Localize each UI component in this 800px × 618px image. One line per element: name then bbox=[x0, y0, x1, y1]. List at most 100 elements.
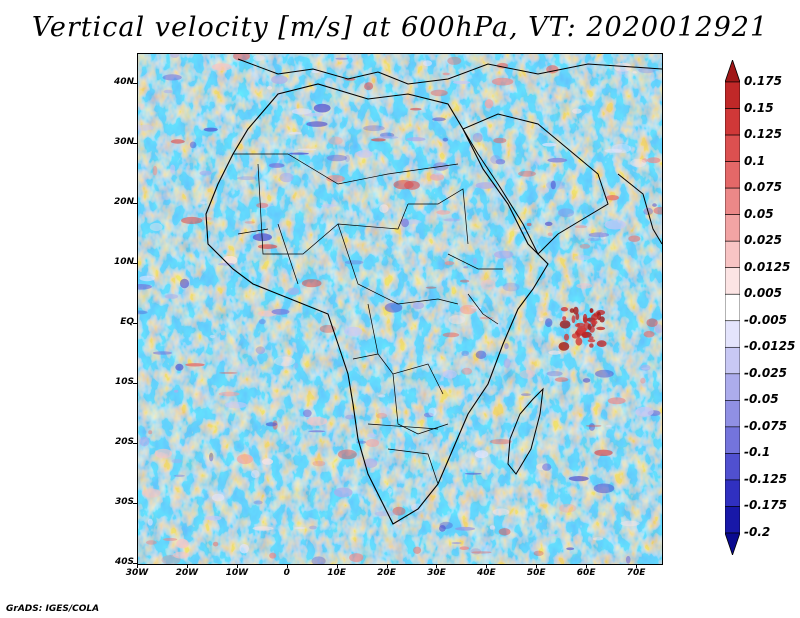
colorbar-max-arrow bbox=[724, 58, 741, 83]
updraft-patch bbox=[538, 317, 544, 322]
lat-label: 30S bbox=[114, 497, 134, 507]
downdraft-patch bbox=[489, 525, 495, 530]
lat-tick bbox=[133, 383, 137, 384]
downdraft-patch bbox=[253, 500, 263, 505]
colorbar-swatch bbox=[724, 479, 741, 507]
colorbar-swatch bbox=[724, 373, 741, 401]
lon-label: 50E bbox=[526, 568, 546, 578]
downdraft-patch bbox=[635, 406, 654, 417]
strong-updraft-patch bbox=[558, 342, 570, 351]
updraft-patch bbox=[337, 449, 357, 460]
colorbar-label: -0.05 bbox=[744, 392, 779, 407]
lon-tick bbox=[137, 564, 138, 568]
downdraft-patch bbox=[356, 440, 367, 444]
map-panel bbox=[137, 53, 663, 565]
downdraft-patch bbox=[412, 302, 424, 310]
lon-tick bbox=[486, 564, 488, 568]
colorbar-swatch bbox=[724, 267, 741, 295]
updraft-patch bbox=[442, 332, 460, 338]
colorbar-label: 0.125 bbox=[744, 127, 782, 142]
updraft-patch bbox=[365, 439, 380, 447]
downdraft-patch bbox=[179, 278, 190, 289]
updraft-patch bbox=[173, 551, 189, 559]
grads-credit: GrADS: IGES/COLA bbox=[6, 604, 100, 614]
downdraft-patch bbox=[139, 436, 150, 447]
downdraft-patch bbox=[271, 308, 290, 315]
downdraft-patch bbox=[550, 180, 556, 190]
chart-title: Vertical velocity [m/s] at 600hPa, VT: 2… bbox=[31, 12, 769, 43]
downdraft-patch bbox=[175, 363, 184, 371]
downdraft-patch bbox=[378, 394, 386, 398]
downdraft-patch bbox=[333, 487, 353, 498]
updraft-patch bbox=[447, 56, 462, 65]
updraft-patch bbox=[138, 103, 145, 111]
downdraft-patch bbox=[139, 275, 155, 282]
colorbar-swatch bbox=[724, 346, 741, 375]
updraft-patch bbox=[379, 204, 389, 213]
downdraft-patch bbox=[199, 170, 212, 176]
downdraft-patch bbox=[434, 173, 444, 176]
colorbar bbox=[724, 58, 741, 557]
lon-label: 40E bbox=[476, 568, 496, 578]
updraft-patch bbox=[592, 537, 604, 541]
downdraft-patch bbox=[470, 306, 482, 309]
lat-tick bbox=[133, 263, 137, 264]
colorbar-swatch bbox=[724, 453, 741, 481]
updraft-patch bbox=[252, 526, 274, 531]
downdraft-patch bbox=[574, 255, 591, 261]
downdraft-patch bbox=[308, 430, 326, 433]
downdraft-patch bbox=[545, 318, 553, 328]
downdraft-patch bbox=[542, 142, 557, 147]
updraft-patch bbox=[491, 77, 514, 86]
downdraft-patch bbox=[464, 472, 482, 475]
downdraft-patch bbox=[377, 135, 399, 139]
downdraft-patch bbox=[475, 182, 496, 189]
downdraft-patch bbox=[138, 284, 152, 290]
downdraft-patch bbox=[294, 526, 307, 530]
downdraft-patch bbox=[288, 131, 302, 135]
updraft-patch bbox=[646, 318, 658, 328]
updraft-patch bbox=[653, 206, 662, 215]
lon-label: 10E bbox=[327, 568, 346, 578]
downdraft-patch bbox=[463, 266, 469, 269]
colorbar-label: 0.1 bbox=[744, 153, 766, 168]
updraft-patch bbox=[498, 528, 511, 536]
downdraft-patch bbox=[170, 54, 180, 58]
downdraft-patch bbox=[443, 218, 461, 222]
downdraft-patch bbox=[461, 350, 470, 356]
updraft-patch bbox=[436, 210, 451, 215]
lon-label: 70E bbox=[626, 568, 646, 578]
colorbar-label: -0.075 bbox=[744, 418, 787, 433]
downdraft-patch bbox=[654, 324, 662, 334]
updraft-patch bbox=[142, 488, 161, 498]
downdraft-patch bbox=[189, 141, 197, 149]
downdraft-patch bbox=[539, 187, 550, 193]
downdraft-patch bbox=[209, 452, 214, 462]
downdraft-patch bbox=[470, 548, 481, 555]
updraft-patch bbox=[376, 412, 388, 419]
strong-updraft-patch bbox=[591, 313, 599, 321]
strong-updraft-patch bbox=[588, 336, 594, 340]
lat-tick bbox=[133, 443, 137, 444]
updraft-patch bbox=[185, 363, 205, 367]
updraft-patch bbox=[170, 139, 185, 144]
colorbar-label: 0.15 bbox=[744, 100, 774, 115]
downdraft-patch bbox=[171, 459, 182, 464]
downdraft-patch bbox=[490, 155, 501, 164]
lat-label: 10N bbox=[113, 257, 134, 267]
lon-label: 20E bbox=[377, 568, 396, 578]
updraft-patch bbox=[514, 229, 531, 232]
downdraft-patch bbox=[568, 476, 589, 482]
downdraft-patch bbox=[309, 525, 317, 530]
colorbar-label: 0.025 bbox=[744, 233, 782, 248]
lat-label: 20S bbox=[114, 437, 134, 447]
downdraft-patch bbox=[268, 163, 285, 168]
updraft-patch bbox=[429, 173, 445, 181]
downdraft-patch bbox=[218, 262, 235, 266]
downdraft-patch bbox=[356, 150, 373, 158]
strong-updraft-patch bbox=[562, 316, 567, 321]
updraft-patch bbox=[630, 158, 647, 168]
colorbar-label: -0.005 bbox=[744, 312, 787, 327]
colorbar-swatch bbox=[724, 400, 741, 428]
downdraft-patch bbox=[138, 310, 148, 315]
